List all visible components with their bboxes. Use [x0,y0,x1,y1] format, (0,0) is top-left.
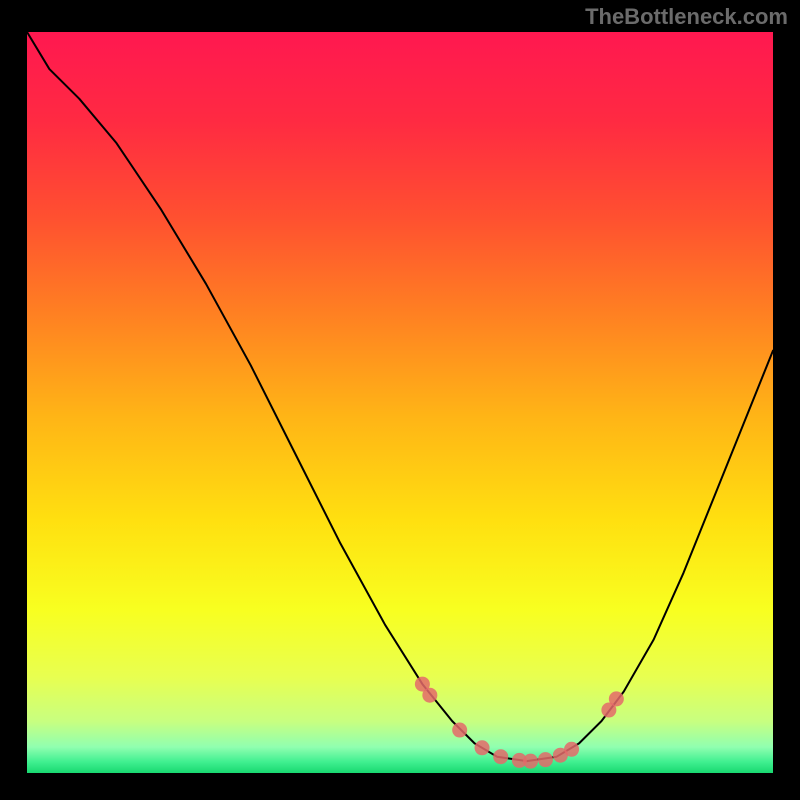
curve-marker [475,740,490,755]
curve-marker [493,749,508,764]
bottleneck-curve [27,32,773,761]
plot-svg [27,32,773,773]
curve-marker [452,723,467,738]
curve-marker [564,742,579,757]
plot-area [27,32,773,773]
curve-marker [523,754,538,769]
curve-marker [609,691,624,706]
curve-marker [538,752,553,767]
attribution-text: TheBottleneck.com [585,4,788,30]
curve-marker [422,688,437,703]
